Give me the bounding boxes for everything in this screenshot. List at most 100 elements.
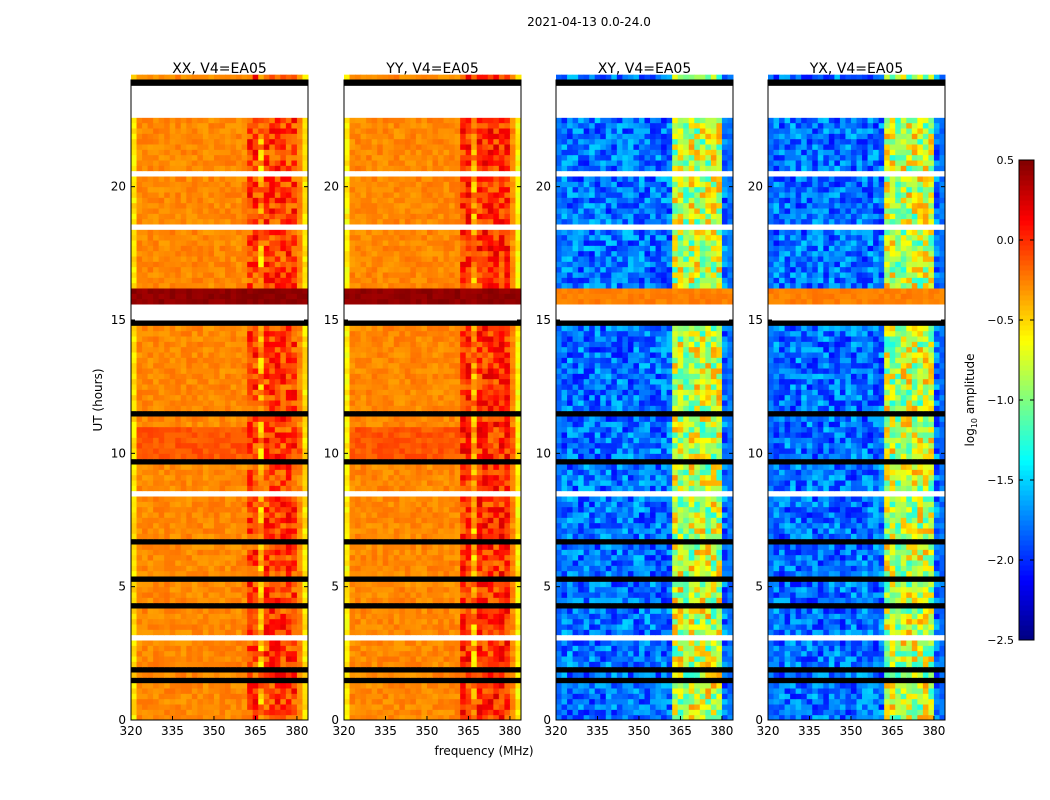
heatmap-cell (219, 256, 226, 262)
heatmap-cell (285, 416, 292, 422)
heatmap-cell (449, 544, 456, 550)
heatmap-cell (344, 517, 351, 524)
heatmap-cell (269, 400, 276, 406)
heatmap-cell (269, 624, 276, 630)
heatmap-cell (169, 389, 176, 396)
heatmap-cell (291, 266, 298, 273)
heatmap-cell (230, 501, 237, 508)
heatmap-cell (504, 394, 511, 401)
heatmap-cell (482, 416, 489, 422)
heatmap-cell (180, 133, 187, 140)
heatmap-cell (454, 432, 461, 438)
heatmap-cell (344, 389, 351, 396)
heatmap-cell (280, 640, 287, 646)
heatmap-cell (371, 512, 378, 518)
heatmap-cell (208, 208, 215, 214)
heatmap-cell (382, 704, 389, 710)
heatmap-cell (197, 202, 204, 209)
heatmap-cell (399, 570, 406, 577)
heatmap-cell (355, 709, 362, 716)
heatmap-cell (371, 400, 378, 406)
heatmap-cell (302, 512, 309, 518)
heatmap-cell (421, 586, 428, 593)
heatmap-cell (515, 581, 522, 588)
heatmap-cell (415, 496, 422, 502)
heatmap-cell (382, 613, 389, 620)
heatmap-cell (169, 618, 176, 625)
heatmap-cell (147, 426, 154, 433)
heatmap-cell (269, 416, 276, 422)
heatmap-cell (208, 522, 215, 529)
heatmap-cell (454, 437, 461, 444)
heatmap-cell (169, 517, 176, 524)
heatmap-cell (263, 554, 270, 561)
heatmap-cell (153, 714, 160, 721)
heatmap-cell (136, 272, 143, 278)
heatmap-cell (432, 688, 439, 694)
heatmap-cell (285, 485, 292, 492)
heatmap-cell (158, 618, 165, 625)
heatmap-cell (388, 704, 395, 710)
heatmap-cell (504, 432, 511, 438)
heatmap-cell (274, 288, 281, 294)
heatmap-cell (153, 496, 160, 502)
heatmap-cell (169, 176, 176, 182)
heatmap-cell (142, 288, 149, 294)
heatmap-cell (158, 362, 165, 369)
heatmap-cell (208, 266, 215, 273)
heatmap-cell (191, 645, 198, 652)
heatmap-cell (366, 554, 373, 561)
heatmap-cell (302, 245, 309, 252)
heatmap-cell (202, 517, 209, 524)
heatmap-cell (415, 384, 422, 390)
heatmap-cell (465, 672, 472, 678)
heatmap-cell (186, 176, 193, 182)
heatmap-cell (258, 378, 265, 385)
heatmap-cell (296, 229, 303, 236)
heatmap-cell (230, 496, 237, 502)
heatmap-cell (153, 650, 160, 657)
heatmap-cell (296, 128, 303, 134)
heatmap-cell (164, 144, 171, 150)
heatmap-cell (471, 549, 478, 556)
heatmap-cell (465, 517, 472, 524)
heatmap-cell (247, 176, 254, 182)
heatmap-cell (175, 341, 182, 348)
heatmap-cell (482, 506, 489, 513)
heatmap-cell (175, 549, 182, 556)
heatmap-cell (291, 608, 298, 614)
heatmap-cell (164, 560, 171, 566)
heatmap-cell (164, 288, 171, 294)
heatmap-cell (186, 693, 193, 700)
heatmap-row-flag (344, 602, 521, 609)
heatmap-cell (274, 346, 281, 353)
heatmap-cell (153, 704, 160, 710)
heatmap-cell (493, 560, 500, 566)
heatmap-cell (371, 645, 378, 652)
heatmap-cell (219, 501, 226, 508)
heatmap-cell (208, 277, 215, 284)
heatmap-cell (426, 432, 433, 438)
heatmap-cell (197, 496, 204, 502)
heatmap-cell (158, 496, 165, 502)
heatmap-cell (225, 698, 232, 705)
heatmap-cell (471, 560, 478, 566)
heatmap-cell (269, 544, 276, 550)
heatmap-cell (247, 368, 254, 374)
heatmap-cell (219, 266, 226, 273)
heatmap-cell (191, 261, 198, 268)
heatmap-cell (219, 405, 226, 412)
heatmap-cell (136, 624, 143, 630)
x-tick-label: 365 (244, 724, 267, 738)
heatmap-cell (449, 549, 456, 556)
heatmap-cell (219, 698, 226, 705)
heatmap-cell (454, 688, 461, 694)
heatmap-cell (252, 480, 259, 486)
heatmap-cell (471, 464, 478, 470)
heatmap-cell (197, 213, 204, 220)
heatmap-cell (247, 288, 254, 294)
heatmap-cell (349, 533, 356, 540)
heatmap-cell (180, 208, 187, 214)
heatmap-cell (225, 496, 232, 502)
heatmap-cell (366, 389, 373, 396)
